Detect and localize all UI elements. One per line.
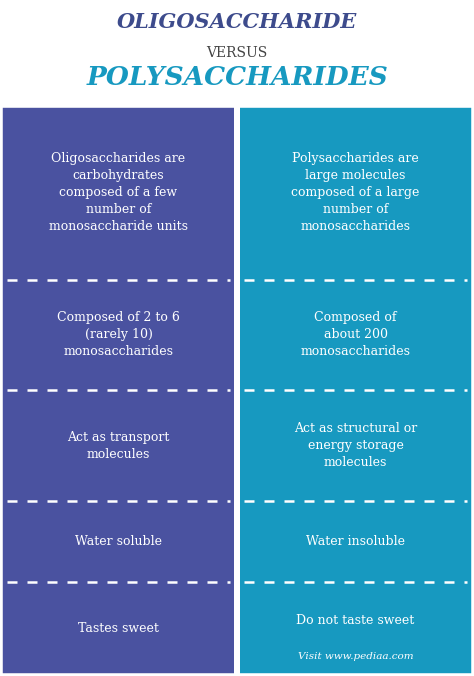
Text: Visit www.pediaa.com: Visit www.pediaa.com [298, 652, 413, 661]
Text: Act as structural or
energy storage
molecules: Act as structural or energy storage mole… [294, 422, 417, 469]
Bar [0, 279, 237, 390]
Bar [234, 502, 240, 582]
Bar [0, 105, 474, 676]
Bar [0, 105, 237, 279]
Bar [0, 390, 237, 502]
Text: Composed of
about 200
monosaccharides: Composed of about 200 monosaccharides [301, 312, 410, 358]
Text: Act as transport
molecules: Act as transport molecules [67, 431, 170, 461]
Bar [237, 279, 474, 390]
Bar [237, 582, 474, 676]
Text: OLIGOSACCHARIDE: OLIGOSACCHARIDE [117, 12, 357, 32]
Bar [237, 390, 474, 502]
Bar [234, 279, 240, 390]
Text: POLYSACCHARIDES: POLYSACCHARIDES [86, 65, 388, 90]
Text: Do not taste sweet: Do not taste sweet [296, 614, 415, 627]
Text: Water soluble: Water soluble [75, 535, 162, 548]
Text: Composed of 2 to 6
(rarely 10)
monosaccharides: Composed of 2 to 6 (rarely 10) monosacch… [57, 312, 180, 358]
Bar [237, 105, 474, 279]
Bar [234, 582, 240, 676]
Text: Tastes sweet: Tastes sweet [78, 623, 159, 635]
Bar [237, 502, 474, 582]
Text: Oligosaccharides are
carbohydrates
composed of a few
number of
monosaccharide un: Oligosaccharides are carbohydrates compo… [49, 151, 188, 233]
Text: Water insoluble: Water insoluble [306, 535, 405, 548]
Bar [234, 105, 240, 279]
Bar [0, 502, 237, 582]
Text: Polysaccharides are
large molecules
composed of a large
number of
monosaccharide: Polysaccharides are large molecules comp… [292, 151, 419, 233]
Text: VERSUS: VERSUS [206, 46, 268, 60]
Bar [0, 582, 237, 676]
Bar [234, 390, 240, 502]
